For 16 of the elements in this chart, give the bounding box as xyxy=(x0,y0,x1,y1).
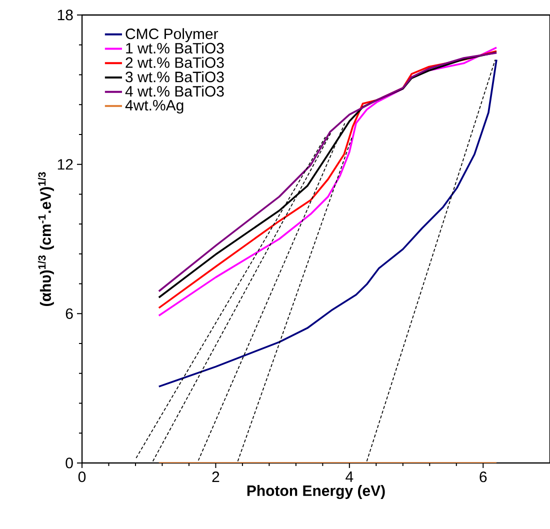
y-tick-label: 12 xyxy=(58,159,73,170)
y-tick-label: 6 xyxy=(66,308,73,319)
legend-label: CMC Polymer xyxy=(126,28,218,42)
legend-label: 1 wt.% BaTiO3 xyxy=(126,42,224,54)
y-axis-title: (αhυ)$^{1/3}$ (cm$^{-1}$.eV)$^{1/3}$ xyxy=(38,172,54,306)
legend-label: 3 wt.% BaTiO3 xyxy=(126,71,224,82)
x-tick-label: 0 xyxy=(78,472,86,482)
x-tick-label: 6 xyxy=(480,472,487,482)
x-tick-label: 2 xyxy=(212,472,220,482)
y-tick-label: 0 xyxy=(66,458,73,468)
x-axis-title: Photon Energy (eV) xyxy=(247,485,385,500)
legend-label: 4 wt.% BaTiO3 xyxy=(125,86,224,97)
legend-label: 4wt.%Ag xyxy=(125,100,184,114)
x-tick-label: 4 xyxy=(346,472,354,482)
legend-label: 2 wt.% BaTiO3 xyxy=(126,56,224,68)
y-tick-label: 18 xyxy=(58,10,73,20)
